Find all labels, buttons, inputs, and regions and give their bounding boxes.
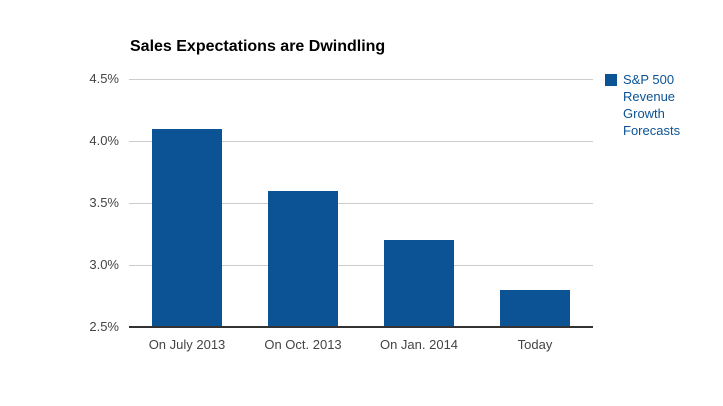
x-axis-category-label: On July 2013 xyxy=(148,337,226,352)
bar xyxy=(500,289,570,327)
y-axis-tick-label: 2.5% xyxy=(89,319,119,334)
y-axis-tick-label: 4.5% xyxy=(89,71,119,86)
gridline xyxy=(129,78,593,80)
bar xyxy=(384,240,454,327)
x-axis-baseline xyxy=(129,326,593,328)
bar xyxy=(268,190,338,327)
y-axis-tick-label: 4.0% xyxy=(89,133,119,148)
x-axis-category-label: On Jan. 2014 xyxy=(379,337,459,352)
x-axis-category-label: Today xyxy=(517,337,553,352)
x-axis-category-label: On Oct. 2013 xyxy=(264,337,342,352)
legend-swatch-icon xyxy=(605,74,617,86)
bar xyxy=(152,128,222,327)
gridline xyxy=(129,264,593,266)
y-axis-tick-label: 3.0% xyxy=(89,257,119,272)
y-axis-tick-label: 3.5% xyxy=(89,195,119,210)
chart-title: Sales Expectations are Dwindling xyxy=(130,38,386,55)
legend-label: S&P 500 Revenue Growth Forecasts xyxy=(623,72,681,138)
gridline xyxy=(129,202,593,204)
gridline xyxy=(129,140,593,142)
